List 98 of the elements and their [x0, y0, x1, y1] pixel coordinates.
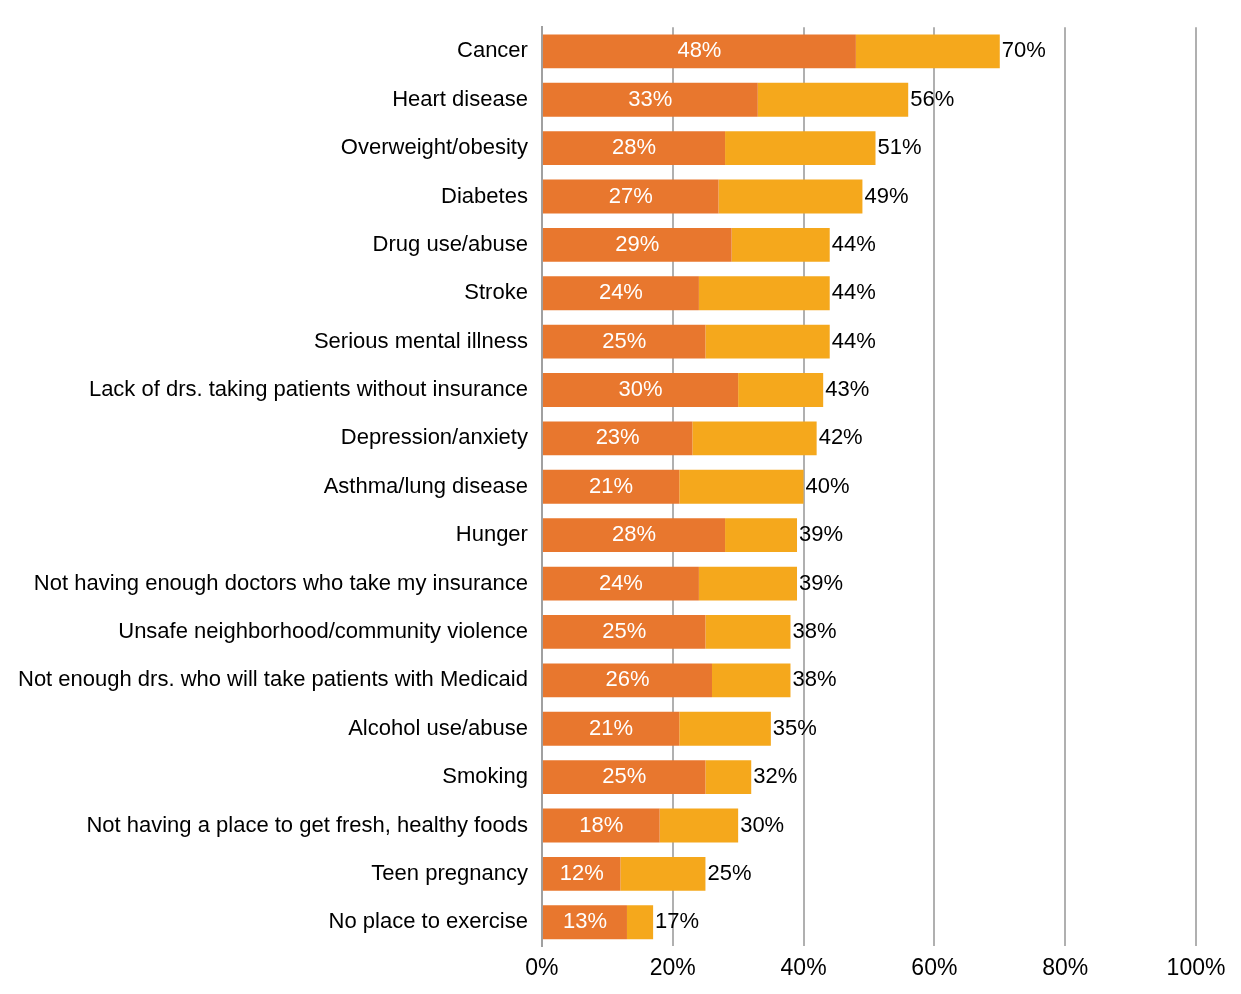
data-label: 27% [608, 182, 653, 208]
bar [659, 808, 739, 843]
y-tick-label: Asthma/lung disease [323, 472, 528, 498]
bar [679, 469, 804, 504]
y-tick-label: No place to exercise [328, 908, 528, 934]
total-label: 56% [910, 85, 955, 111]
bar [698, 276, 830, 311]
y-tick-label: Not enough drs. who will take patients with Medicaid [17, 666, 528, 692]
total-label: 38% [792, 666, 837, 692]
y-tick-label: Heart disease [392, 85, 528, 111]
data-label: 18% [579, 811, 624, 837]
data-label: 12% [559, 859, 604, 885]
total-label: 39% [799, 521, 844, 547]
bar [698, 566, 798, 601]
bar [679, 711, 771, 746]
bar [542, 227, 732, 262]
data-label: 28% [611, 521, 657, 547]
data-label: 21% [589, 714, 634, 740]
y-tick-label: Overweight/obesity [340, 134, 528, 160]
total-label: 51% [877, 134, 922, 160]
bar [542, 518, 726, 553]
bar [542, 373, 739, 407]
total-label: 38% [792, 618, 837, 643]
data-label: 26% [605, 666, 650, 692]
bar [731, 227, 830, 262]
data-label: 25% [602, 327, 647, 353]
bar [725, 518, 798, 553]
bar [542, 131, 726, 166]
x-tick-label: 80% [1042, 953, 1089, 980]
bar [725, 131, 876, 166]
bar [718, 179, 863, 214]
y-tick-label: Not having enough doctors who take my insurance [33, 569, 528, 595]
bar [542, 663, 712, 698]
x-tick-label: 60% [911, 953, 958, 980]
total-label: 17% [655, 908, 700, 934]
data-label: 13% [562, 908, 607, 934]
y-tick-label: Smoking [442, 763, 528, 789]
total-label: 44% [831, 230, 876, 256]
total-label: 42% [818, 424, 863, 450]
y-tick-label: Alcohol use/abuse [348, 714, 528, 740]
bar [757, 82, 909, 117]
total-label: 25% [707, 859, 752, 885]
y-tick-label: Unsafe neighborhood/community violence [118, 618, 528, 643]
bar [620, 856, 706, 891]
data-label: 28% [611, 134, 657, 160]
y-tick-label: Drug use/abuse [372, 230, 528, 256]
bar [542, 615, 706, 649]
bar [705, 615, 791, 649]
data-label: 29% [615, 230, 660, 256]
total-label: 49% [864, 182, 909, 208]
x-tick-label: 20% [649, 953, 696, 980]
bar [542, 179, 719, 214]
data-label: 24% [598, 569, 643, 595]
x-tick-label: 100% [1166, 953, 1226, 980]
bar [626, 905, 654, 940]
bar [542, 566, 699, 601]
bar [711, 663, 791, 698]
total-label: 35% [772, 714, 817, 740]
data-label: 30% [618, 376, 663, 402]
bar [542, 760, 706, 795]
y-tick-label: Depression/anxiety [340, 424, 528, 450]
total-label: 43% [825, 376, 870, 402]
data-label: 24% [598, 279, 643, 305]
bar [855, 34, 1000, 69]
bar [542, 34, 856, 69]
y-tick-label: Lack of drs. taking patients without insurance [88, 376, 528, 402]
bar [692, 421, 817, 456]
x-tick-label: 40% [780, 953, 827, 980]
y-tick-label: Hunger [455, 521, 528, 547]
data-label: 21% [589, 472, 634, 498]
total-label: 39% [799, 569, 844, 595]
bar [738, 373, 824, 407]
y-tick-label: Teen pregnancy [371, 859, 528, 885]
total-label: 70% [1001, 37, 1046, 63]
bar [542, 421, 693, 456]
y-tick-label: Cancer [457, 37, 528, 63]
bar [542, 324, 706, 359]
total-label: 40% [805, 472, 850, 498]
data-label: 33% [628, 85, 673, 111]
x-tick-label: 0% [525, 953, 559, 980]
y-tick-label: Stroke [464, 279, 528, 305]
total-label: 32% [753, 763, 798, 789]
data-label: 25% [602, 763, 647, 789]
total-label: 44% [831, 327, 876, 353]
total-label: 30% [740, 811, 785, 837]
bar [542, 82, 758, 117]
bar [705, 324, 830, 359]
bar [705, 760, 752, 795]
data-label: 25% [602, 618, 647, 643]
y-tick-label: Not having a place to get fresh, healthy foods [86, 811, 528, 837]
bar [542, 469, 680, 504]
total-label: 44% [831, 279, 876, 305]
data-label: 48% [677, 37, 722, 63]
bar [542, 711, 680, 746]
data-label: 23% [595, 424, 640, 450]
y-tick-label: Diabetes [441, 182, 528, 208]
y-tick-label: Serious mental illness [313, 327, 528, 353]
bar [542, 276, 699, 311]
